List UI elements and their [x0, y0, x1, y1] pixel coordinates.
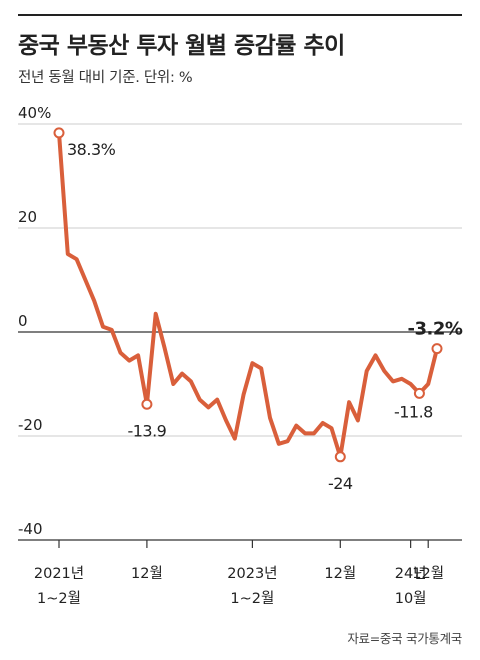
data-label: -3.2%	[408, 319, 463, 340]
y-tick-label: 40%	[18, 104, 51, 122]
x-tick-label: 2023년	[227, 565, 277, 582]
data-point-marker	[334, 451, 346, 463]
y-tick-label: -20	[18, 416, 43, 434]
x-tick-label-line2: 1~2월	[230, 590, 274, 607]
chart-subtitle: 전년 동월 대비 기준. 단위: %	[18, 70, 193, 86]
y-tick-label: 0	[18, 312, 28, 330]
data-point-marker	[53, 127, 65, 139]
x-tick-label: 12월	[131, 565, 163, 582]
top-rule	[18, 14, 462, 16]
x-tick-label: 24년	[395, 565, 427, 582]
y-tick-label: -40	[18, 520, 43, 538]
data-point-marker	[431, 343, 443, 355]
data-label: -11.8	[394, 402, 433, 421]
data-label: -24	[328, 474, 353, 493]
x-tick-label-line2: 10월	[395, 590, 427, 607]
data-point-marker	[141, 398, 153, 410]
series-line	[57, 130, 439, 459]
data-label: 38.3%	[67, 140, 116, 159]
y-tick-label: 20	[18, 208, 37, 226]
chart-title: 중국 부동산 투자 월별 증감률 추이	[18, 33, 345, 59]
data-label: -13.9	[127, 421, 166, 440]
source-note: 자료=중국 국가통계국	[347, 631, 462, 646]
x-tick-label-line2: 1~2월	[37, 590, 81, 607]
x-tick-label: 2021년	[34, 565, 84, 582]
x-tick-label: 12월	[324, 565, 356, 582]
data-point-marker	[413, 387, 425, 399]
x-tick-label: 12월	[412, 565, 444, 582]
